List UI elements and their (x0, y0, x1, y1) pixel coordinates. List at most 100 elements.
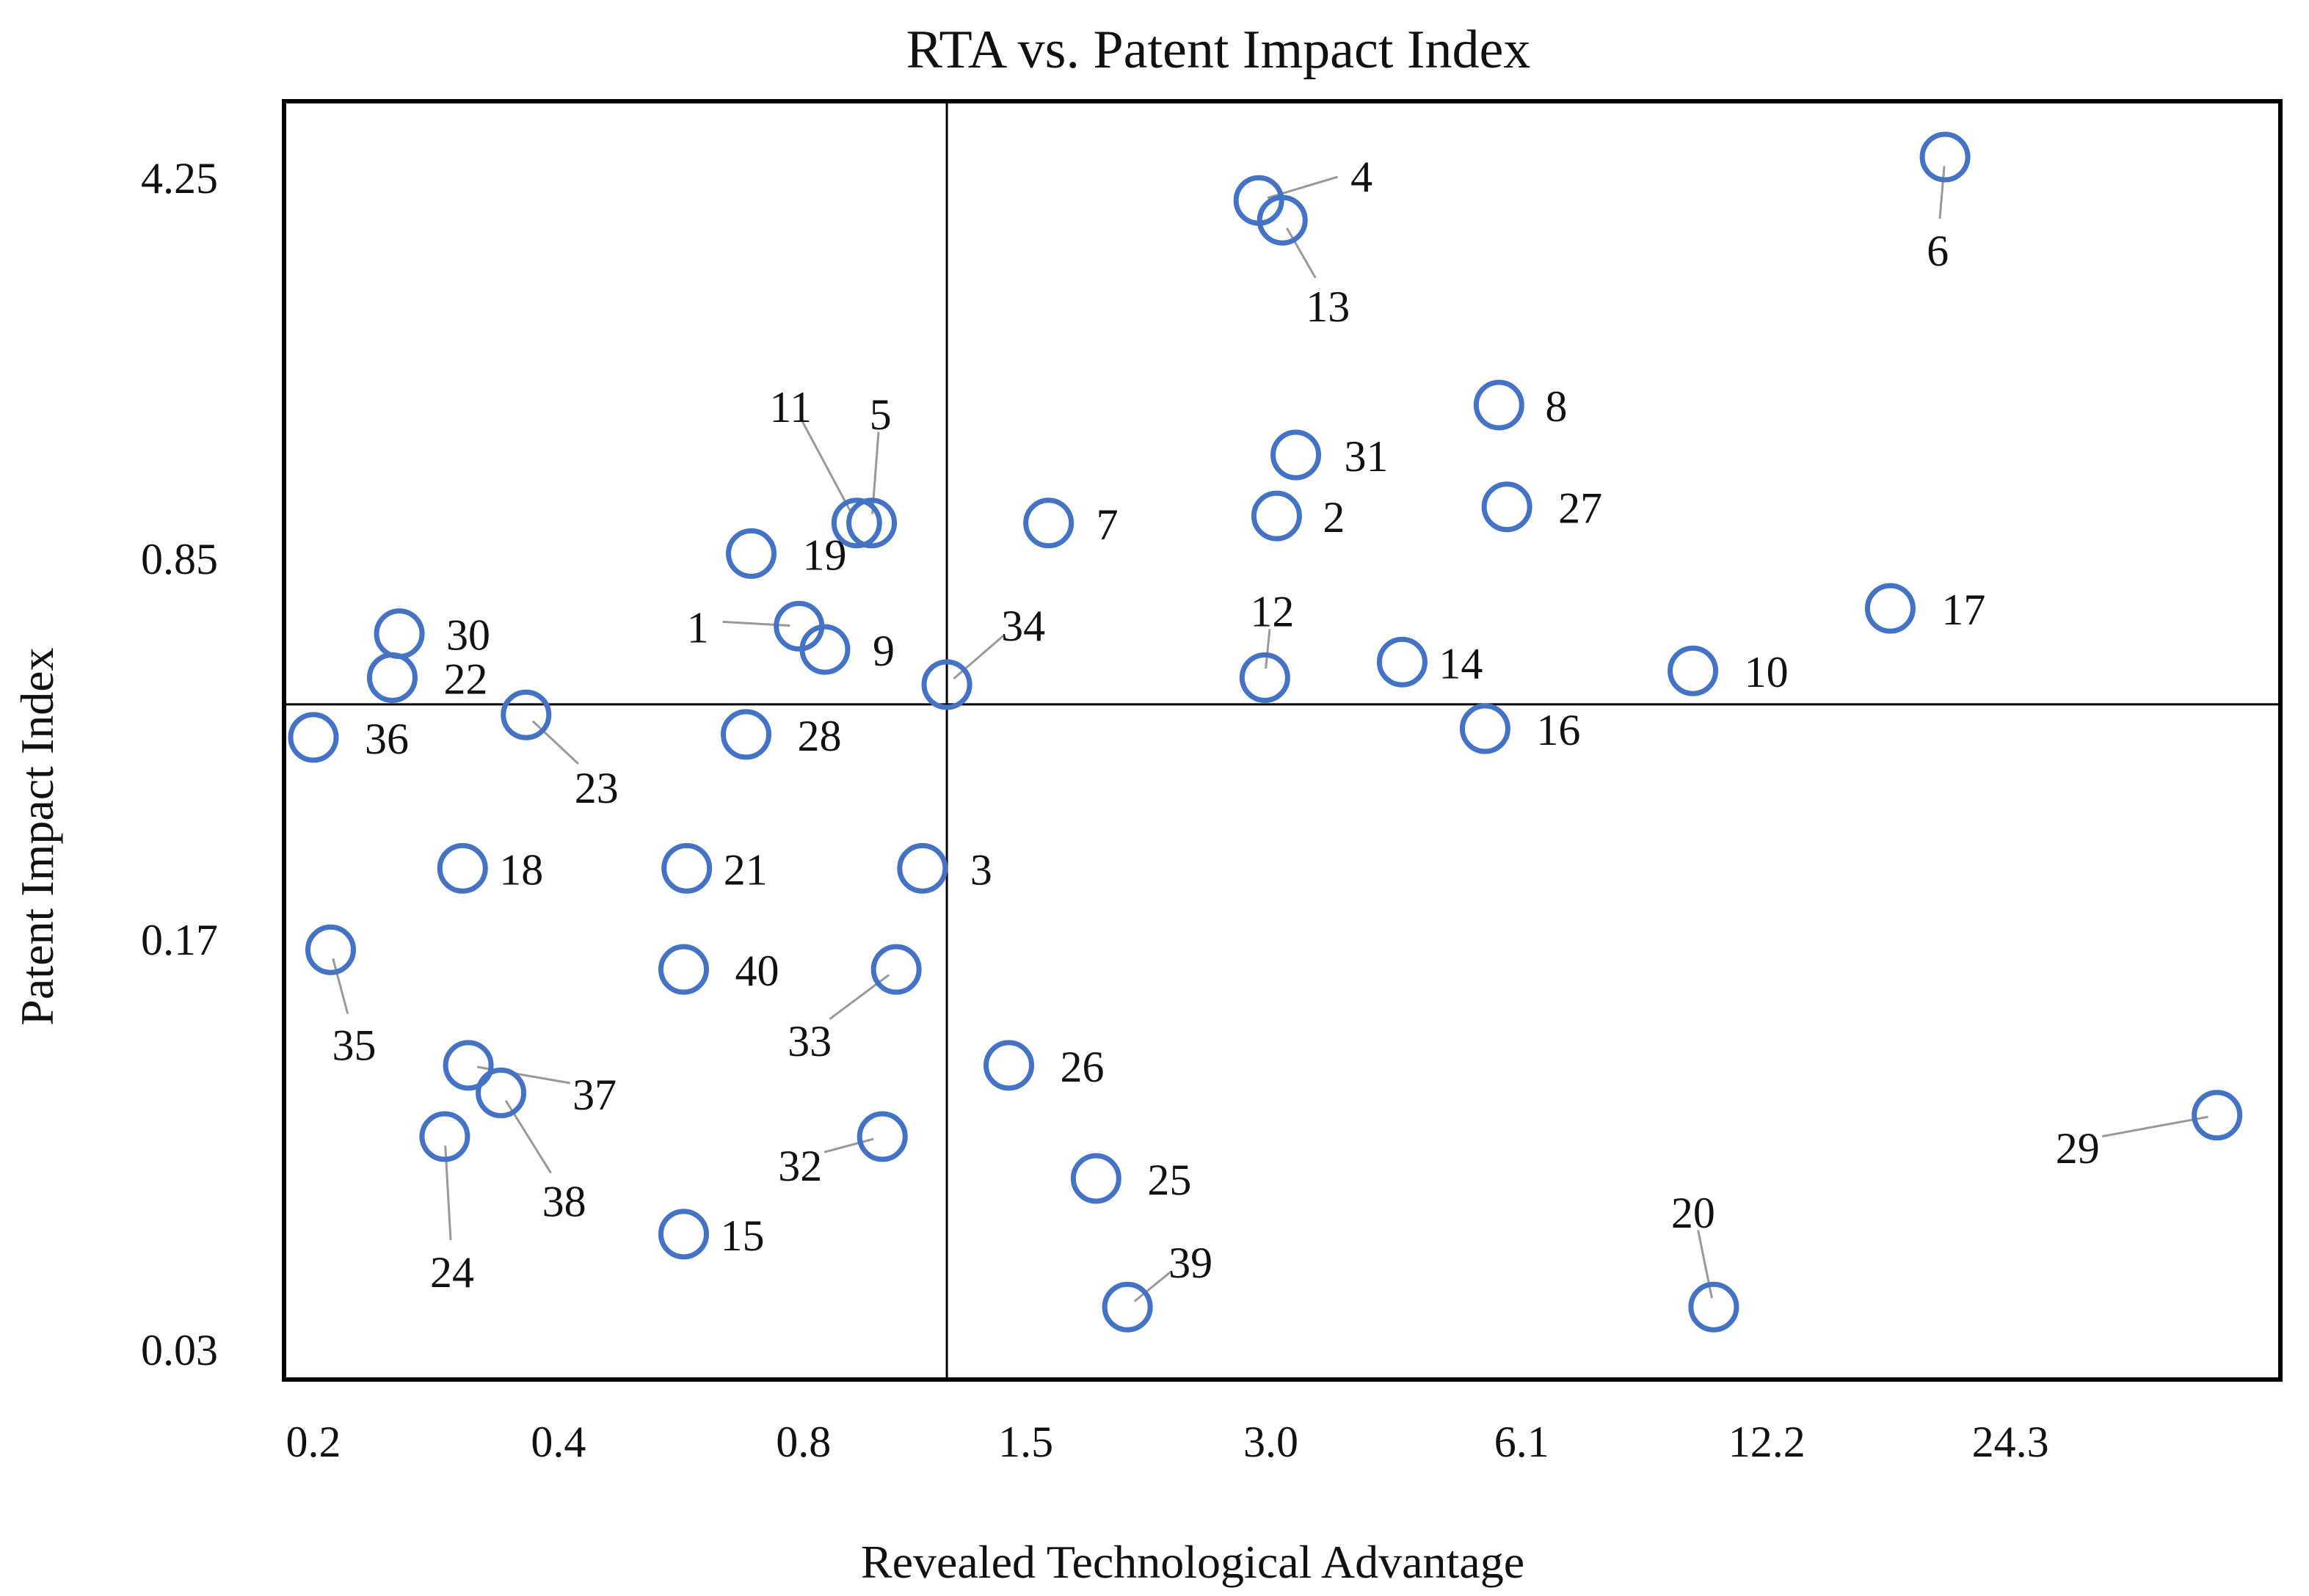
data-point-marker-17 (1864, 583, 1916, 634)
data-point-marker-11 (831, 498, 882, 549)
data-point-label-7: 7 (1097, 500, 1119, 549)
data-point-label-16: 16 (1536, 706, 1580, 754)
data-point-marker-32 (857, 1111, 908, 1162)
data-point-label-36: 36 (365, 715, 409, 763)
y-tick-label: 4.25 (141, 154, 218, 203)
x-tick-label: 3.0 (1243, 1418, 1298, 1466)
data-point-label-32: 32 (778, 1142, 822, 1190)
data-point-marker-40 (658, 944, 709, 995)
data-point-marker-34 (921, 659, 972, 710)
data-point-marker-20 (1688, 1281, 1739, 1333)
x-tick-label: 0.8 (776, 1418, 831, 1466)
data-point-label-37: 37 (572, 1071, 617, 1119)
data-point-marker-23 (501, 689, 552, 740)
data-point-marker-36 (288, 712, 339, 763)
data-point-marker-12 (1239, 652, 1290, 703)
data-point-marker-2 (1251, 490, 1302, 542)
data-point-label-11: 11 (769, 383, 812, 431)
leader-line-29 (2101, 1115, 2208, 1138)
data-point-label-13: 13 (1306, 283, 1350, 331)
x-tick-label: 0.4 (531, 1418, 586, 1466)
data-point-label-23: 23 (575, 764, 619, 812)
data-point-label-12: 12 (1250, 587, 1294, 635)
data-point-label-25: 25 (1147, 1156, 1191, 1204)
data-point-marker-27 (1481, 481, 1532, 533)
data-point-marker-7 (1023, 498, 1074, 549)
data-point-marker-33 (870, 944, 922, 995)
data-point-marker-18 (437, 842, 488, 894)
data-point-marker-35 (305, 924, 357, 975)
data-point-label-39: 39 (1168, 1239, 1212, 1287)
data-point-marker-29 (2192, 1090, 2243, 1141)
data-point-marker-14 (1376, 636, 1428, 688)
data-point-label-8: 8 (1545, 382, 1567, 431)
y-tick-label: 0.03 (141, 1326, 218, 1374)
data-point-label-3: 3 (970, 845, 992, 894)
data-point-label-24: 24 (430, 1248, 474, 1297)
data-point-marker-6 (1919, 131, 1971, 183)
data-point-marker-21 (661, 842, 713, 894)
plot-area-frame (282, 99, 2283, 1382)
leader-line-6 (1938, 166, 1946, 219)
data-point-marker-15 (658, 1209, 709, 1260)
data-point-label-38: 38 (542, 1177, 586, 1225)
data-point-marker-25 (1070, 1153, 1121, 1204)
leader-line-32 (823, 1137, 874, 1154)
data-point-label-26: 26 (1061, 1043, 1105, 1091)
data-point-marker-10 (1668, 645, 1719, 696)
data-point-label-5: 5 (870, 390, 892, 439)
data-point-marker-24 (419, 1111, 470, 1162)
y-axis-ticks: 0.03 0.17 0.85 4.25 (141, 154, 218, 1374)
data-point-marker-30 (374, 608, 425, 660)
data-point-label-22: 22 (443, 655, 487, 703)
data-point-marker-16 (1459, 703, 1510, 754)
x-tick-label: 12.2 (1728, 1418, 1806, 1466)
data-point-marker-28 (720, 709, 771, 760)
x-tick-label: 1.5 (998, 1418, 1053, 1466)
data-point-label-17: 17 (1941, 586, 1985, 634)
data-point-marker-19 (726, 528, 777, 579)
data-point-label-15: 15 (720, 1211, 764, 1260)
x-tick-label: 24.3 (1972, 1418, 2049, 1466)
data-point-label-29: 29 (2056, 1124, 2100, 1173)
y-tick-label: 0.85 (141, 535, 218, 583)
data-point-marker-13 (1257, 194, 1308, 246)
leader-line-12 (1265, 629, 1271, 669)
data-point-label-30: 30 (446, 611, 490, 660)
leader-line-11 (801, 421, 854, 516)
data-point-marker-31 (1270, 429, 1322, 481)
data-point-label-2: 2 (1323, 493, 1345, 542)
data-point-marker-26 (983, 1040, 1035, 1091)
x-tick-label: 6.1 (1494, 1418, 1549, 1466)
data-point-label-4: 4 (1350, 153, 1372, 201)
x-axis-label: Revealed Technological Advantage (861, 1536, 1524, 1588)
data-point-label-10: 10 (1745, 648, 1789, 696)
data-point-marker-9 (799, 624, 851, 675)
data-point-label-1: 1 (687, 603, 709, 652)
data-point-marker-37 (443, 1040, 494, 1091)
y-tick-label: 0.17 (141, 916, 218, 964)
data-point-label-14: 14 (1439, 639, 1483, 688)
data-point-label-18: 18 (499, 845, 543, 894)
data-point-label-9: 9 (873, 627, 895, 675)
data-point-label-34: 34 (1001, 602, 1045, 650)
leader-line-39 (1133, 1270, 1172, 1302)
leader-line-23 (531, 720, 580, 765)
data-point-marker-5 (846, 498, 898, 549)
data-point-marker-3 (897, 842, 948, 894)
data-point-marker-39 (1102, 1281, 1153, 1333)
x-axis-ticks: 0.2 0.4 0.8 1.5 3.0 6.1 12.2 24.3 (286, 1418, 2049, 1466)
data-point-marker-38 (476, 1067, 527, 1118)
data-point-label-40: 40 (735, 947, 779, 995)
data-point-label-35: 35 (332, 1021, 377, 1069)
leader-line-35 (332, 958, 349, 1014)
data-points (288, 131, 2243, 1333)
y-axis-label: Patent Impact Index (11, 647, 63, 1025)
data-point-label-27: 27 (1558, 484, 1602, 533)
chart-title: RTA vs. Patent Impact Index (906, 20, 1531, 80)
data-point-label-20: 20 (1671, 1189, 1715, 1237)
data-point-label-21: 21 (724, 845, 768, 894)
data-point-label-33: 33 (788, 1017, 832, 1065)
